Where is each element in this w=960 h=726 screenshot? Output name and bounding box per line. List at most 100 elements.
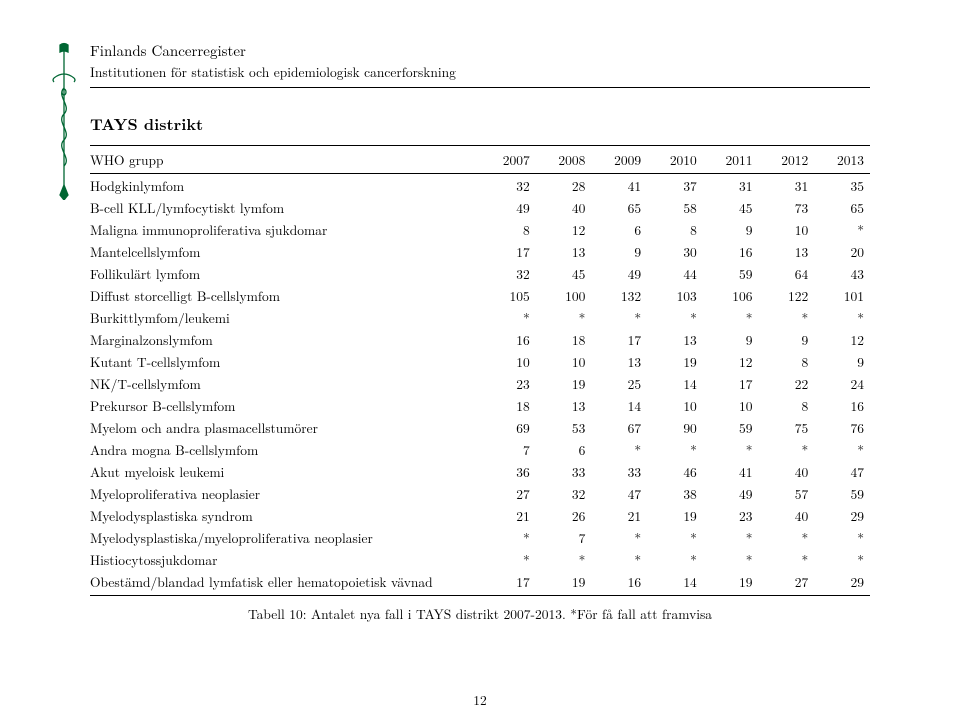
- cell-value: 65: [591, 196, 647, 218]
- cell-value: 13: [536, 394, 592, 416]
- header-subtitle: Institutionen för statistisk och epidemi…: [90, 62, 870, 88]
- column-header-year: 2010: [647, 146, 703, 174]
- cell-value: 132: [591, 284, 647, 306]
- cell-value: *: [647, 306, 703, 328]
- cell-value: 14: [591, 394, 647, 416]
- cell-value: *: [480, 306, 536, 328]
- cell-value: 49: [703, 482, 759, 504]
- cell-value: 12: [536, 218, 592, 240]
- cell-value: 9: [703, 218, 759, 240]
- cell-value: 10: [480, 350, 536, 372]
- table-row: NK/T-cellslymfom23192514172224: [90, 372, 870, 394]
- cell-value: 100: [536, 284, 592, 306]
- cell-value: 65: [814, 196, 870, 218]
- cell-value: 35: [814, 174, 870, 197]
- cell-value: *: [480, 548, 536, 570]
- row-label: Mantelcellslymfom: [90, 240, 480, 262]
- cell-value: 38: [647, 482, 703, 504]
- cell-value: 23: [703, 504, 759, 526]
- table-row: Prekursor B-cellslymfom1813141010816: [90, 394, 870, 416]
- cell-value: 8: [480, 218, 536, 240]
- cell-value: 33: [591, 460, 647, 482]
- table-row: Kutant T-cellslymfom101013191289: [90, 350, 870, 372]
- cell-value: 33: [536, 460, 592, 482]
- cell-value: 32: [480, 262, 536, 284]
- cell-value: 13: [591, 350, 647, 372]
- cell-value: 12: [703, 350, 759, 372]
- cell-value: 49: [480, 196, 536, 218]
- cell-value: 9: [814, 350, 870, 372]
- row-label: Kutant T-cellslymfom: [90, 350, 480, 372]
- cell-value: *: [703, 306, 759, 328]
- cell-value: 19: [536, 570, 592, 595]
- cell-value: 22: [759, 372, 815, 394]
- cell-value: 40: [536, 196, 592, 218]
- table-row: Burkittlymfom/leukemi*******: [90, 306, 870, 328]
- row-label: Hodgkinlymfom: [90, 174, 480, 197]
- row-label: Myeloproliferativa neoplasier: [90, 482, 480, 504]
- column-header-year: 2011: [703, 146, 759, 174]
- row-label: Prekursor B-cellslymfom: [90, 394, 480, 416]
- table-caption: Tabell 10: Antalet nya fall i TAYS distr…: [90, 604, 870, 623]
- cell-value: *: [591, 306, 647, 328]
- cell-value: 36: [480, 460, 536, 482]
- table-row: Myeloproliferativa neoplasier27324738495…: [90, 482, 870, 504]
- logo-sword-icon: [50, 40, 78, 200]
- data-table: WHO grupp2007200820092010201120122013 Ho…: [90, 145, 870, 596]
- row-label: Follikulärt lymfom: [90, 262, 480, 284]
- row-label: Maligna immunoproliferativa sjukdomar: [90, 218, 480, 240]
- cell-value: *: [703, 438, 759, 460]
- cell-value: *: [814, 438, 870, 460]
- row-label: Akut myeloisk leukemi: [90, 460, 480, 482]
- cell-value: 14: [647, 372, 703, 394]
- cell-value: *: [647, 438, 703, 460]
- cell-value: 26: [536, 504, 592, 526]
- cell-value: *: [814, 548, 870, 570]
- row-label: NK/T-cellslymfom: [90, 372, 480, 394]
- cell-value: 29: [814, 504, 870, 526]
- cell-value: *: [759, 438, 815, 460]
- cell-value: 25: [591, 372, 647, 394]
- cell-value: 9: [759, 328, 815, 350]
- cell-value: *: [759, 526, 815, 548]
- cell-value: 10: [647, 394, 703, 416]
- row-label: Diffust storcelligt B-cellslymfom: [90, 284, 480, 306]
- cell-value: *: [591, 548, 647, 570]
- row-label: B-cell KLL/lymfocytiskt lymfom: [90, 196, 480, 218]
- cell-value: 75: [759, 416, 815, 438]
- cell-value: *: [703, 548, 759, 570]
- row-label: Histiocytossjukdomar: [90, 548, 480, 570]
- cell-value: 73: [759, 196, 815, 218]
- cell-value: 16: [814, 394, 870, 416]
- row-label: Obestämd/blandad lymfatisk eller hematop…: [90, 570, 480, 595]
- cell-value: 64: [759, 262, 815, 284]
- cell-value: 40: [759, 460, 815, 482]
- table-row: Maligna immunoproliferativa sjukdomar812…: [90, 218, 870, 240]
- cell-value: 16: [480, 328, 536, 350]
- table-row: Myelom och andra plasmacellstumörer69536…: [90, 416, 870, 438]
- table-row: Histiocytossjukdomar*******: [90, 548, 870, 570]
- cell-value: 47: [591, 482, 647, 504]
- cell-value: *: [814, 306, 870, 328]
- cell-value: 12: [814, 328, 870, 350]
- cell-value: 10: [703, 394, 759, 416]
- row-label: Marginalzonslymfom: [90, 328, 480, 350]
- cell-value: 57: [759, 482, 815, 504]
- row-label: Myelodysplastiska/myeloproliferativa neo…: [90, 526, 480, 548]
- column-header-year: 2009: [591, 146, 647, 174]
- table-row: Diffust storcelligt B-cellslymfom1051001…: [90, 284, 870, 306]
- cell-value: 14: [647, 570, 703, 595]
- cell-value: 101: [814, 284, 870, 306]
- cell-value: 45: [536, 262, 592, 284]
- cell-value: 53: [536, 416, 592, 438]
- row-label: Myelodysplastiska syndrom: [90, 504, 480, 526]
- cell-value: 8: [647, 218, 703, 240]
- cell-value: 16: [591, 570, 647, 595]
- cell-value: 9: [591, 240, 647, 262]
- cell-value: *: [814, 218, 870, 240]
- cell-value: 31: [759, 174, 815, 197]
- cell-value: 90: [647, 416, 703, 438]
- cell-value: *: [536, 548, 592, 570]
- table-row: Follikulärt lymfom32454944596443: [90, 262, 870, 284]
- column-header-year: 2013: [814, 146, 870, 174]
